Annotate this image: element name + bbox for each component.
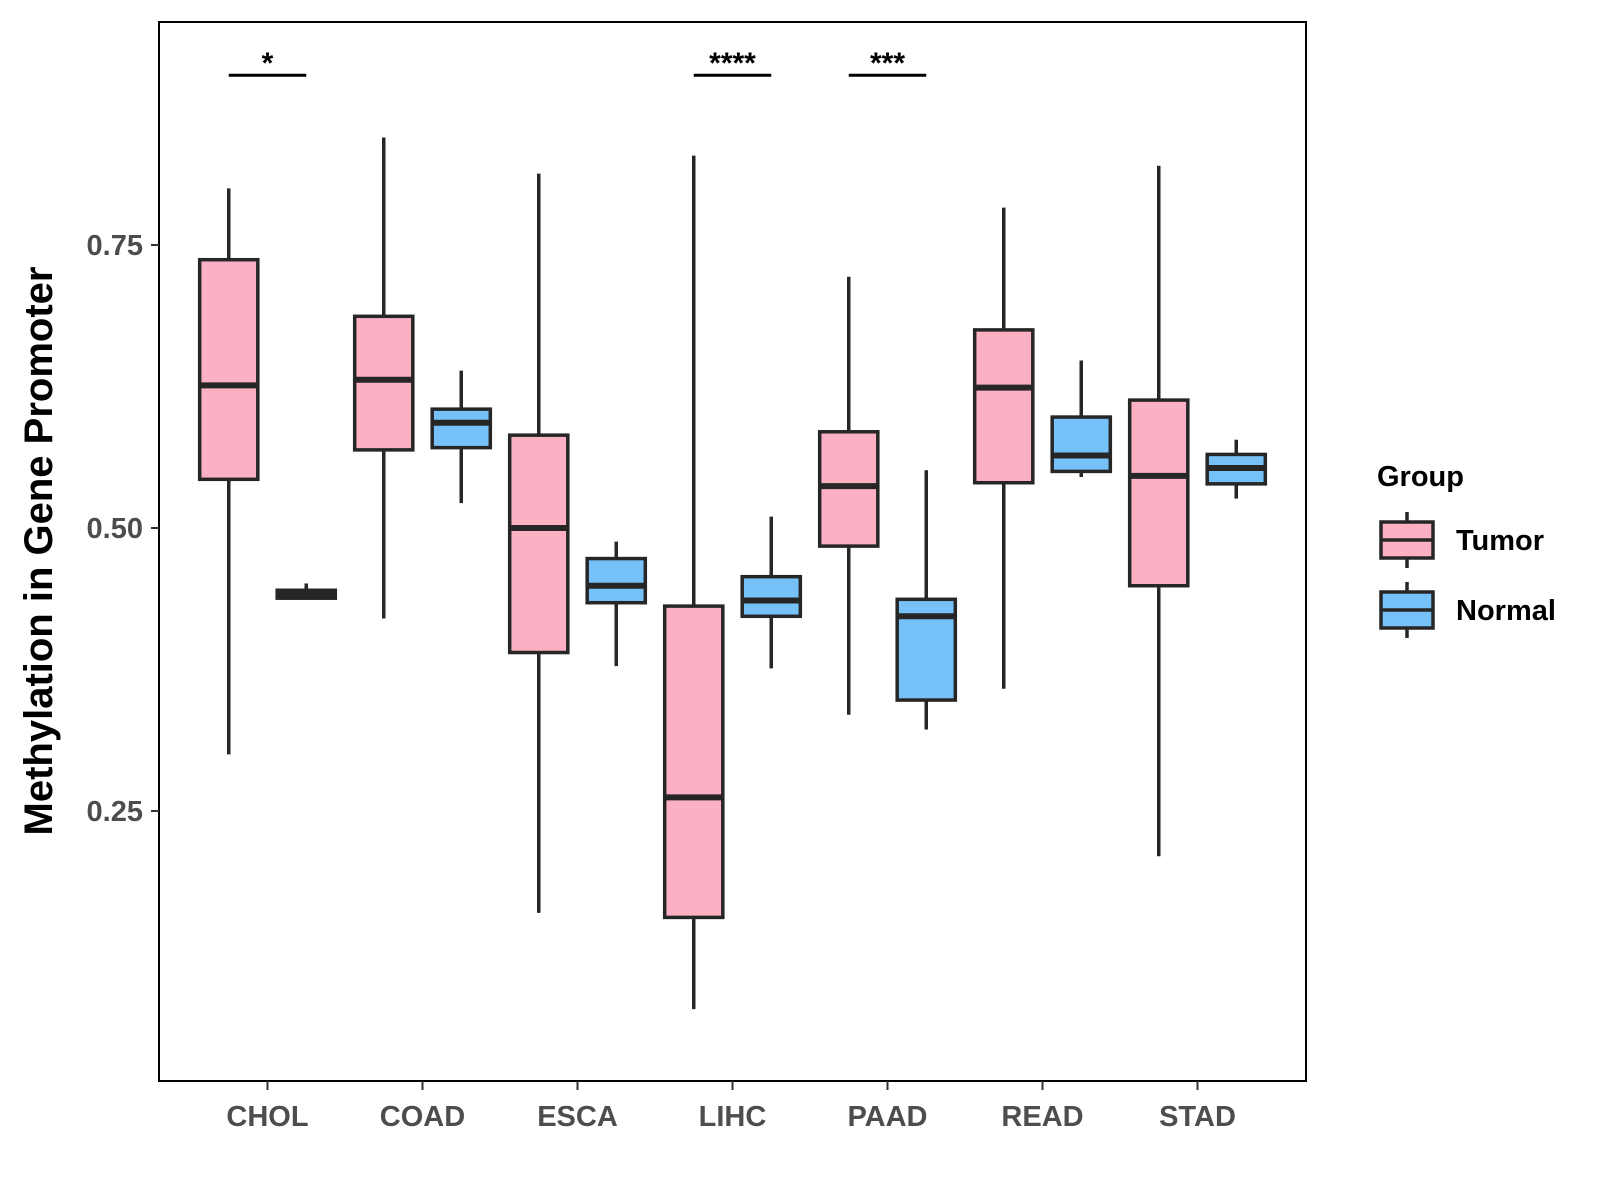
significance-label: *: [262, 47, 274, 80]
significance-paad: ***: [848, 47, 927, 80]
box: [430, 407, 493, 450]
tumor-box-lihc: [662, 155, 725, 1010]
legend-title: Group: [1377, 461, 1464, 493]
legend-label: Normal: [1456, 595, 1556, 627]
x-tick-label: COAD: [380, 1101, 465, 1133]
legend: Group Tumor Normal: [1377, 461, 1556, 638]
box: [1050, 415, 1113, 474]
x-axis: CHOL COAD ESCA LIHC PAAD READ STAD: [226, 1081, 1236, 1133]
significance-annotations: * **** ***: [228, 47, 927, 80]
significance-label: ****: [709, 47, 756, 80]
box: [662, 604, 725, 920]
x-tick-label: PAAD: [847, 1101, 927, 1133]
tumor-box-stad: [1127, 165, 1190, 857]
box: [740, 574, 803, 619]
normal-box-lihc: [740, 516, 803, 669]
normal-box-chol: [275, 583, 338, 600]
y-axis: 0.25 0.50 0.75: [87, 230, 159, 828]
significance-lihc: ****: [693, 47, 772, 80]
x-tick-label: ESCA: [537, 1101, 618, 1133]
tumor-box-coad: [352, 137, 415, 619]
legend-item-normal: Normal: [1379, 582, 1556, 638]
y-tick-label: 0.75: [87, 230, 143, 262]
x-tick-label: STAD: [1159, 1101, 1236, 1133]
box: [972, 328, 1035, 485]
x-tick-label: LIHC: [699, 1101, 767, 1133]
tumor-box-chol: [197, 188, 260, 755]
plot-area: [158, 21, 1307, 1082]
normal-box-coad: [430, 370, 493, 504]
significance-chol: *: [228, 47, 307, 80]
box: [585, 556, 648, 605]
normal-box-paad: [895, 470, 958, 730]
tumor-box-esca: [507, 173, 570, 913]
y-axis-title: Methylation in Gene Promoter: [17, 267, 61, 836]
y-tick-label: 0.50: [87, 513, 143, 545]
legend-item-tumor: Tumor: [1379, 512, 1544, 568]
box: [197, 257, 260, 482]
y-tick-label: 0.25: [87, 796, 143, 828]
significance-label: ***: [870, 47, 905, 80]
normal-box-stad: [1205, 439, 1268, 499]
x-tick-label: READ: [1001, 1101, 1083, 1133]
normal-box-esca: [585, 541, 648, 667]
boxes-layer: [197, 137, 1268, 1010]
tumor-box-paad: [817, 276, 880, 715]
box: [1127, 398, 1190, 588]
normal-box-read: [1050, 360, 1113, 478]
tumor-box-read: [972, 207, 1035, 689]
x-tick-label: CHOL: [226, 1101, 308, 1133]
legend-label: Tumor: [1456, 525, 1544, 557]
box: [352, 314, 415, 452]
box: [507, 433, 570, 655]
panel-border: [158, 21, 1307, 1082]
